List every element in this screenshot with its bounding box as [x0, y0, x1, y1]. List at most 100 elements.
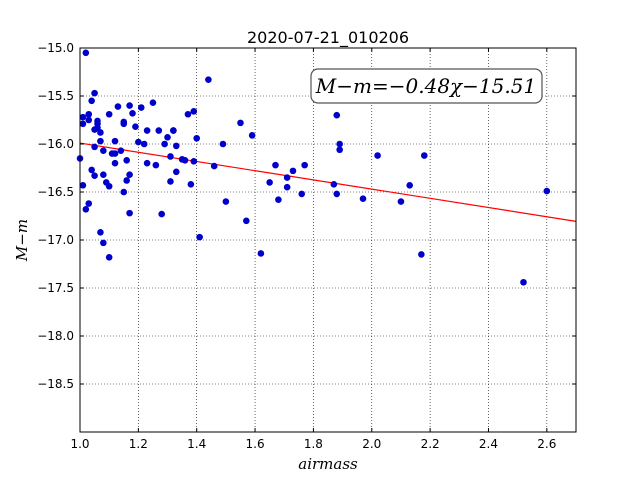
data-point — [97, 129, 104, 136]
data-point — [100, 171, 107, 179]
data-point — [120, 188, 128, 196]
data-point — [120, 118, 128, 126]
chart-title: 2020-07-21_010206 — [247, 28, 409, 48]
x-tick-label: 1.0 — [70, 437, 89, 451]
data-point — [248, 132, 256, 139]
data-point — [161, 140, 168, 148]
data-point — [85, 116, 93, 124]
data-point — [135, 138, 142, 146]
data-point — [210, 162, 218, 170]
data-point — [97, 137, 104, 145]
data-point — [298, 190, 306, 198]
y-tick-label: −16.5 — [37, 185, 74, 199]
data-point — [275, 196, 282, 203]
x-tick-label: 1.4 — [187, 437, 206, 451]
fit-line — [79, 142, 577, 222]
data-point — [117, 147, 125, 155]
data-point — [359, 195, 367, 203]
data-point — [237, 119, 244, 127]
data-point — [193, 134, 201, 142]
data-point — [88, 97, 95, 105]
data-point — [79, 120, 87, 128]
annotation-frame — [310, 68, 543, 104]
y-tick-label: −18.0 — [37, 329, 74, 343]
data-point — [187, 181, 195, 188]
data-point — [219, 140, 227, 148]
data-point — [158, 210, 165, 218]
data-point — [333, 111, 341, 119]
x-tick-label: 2.2 — [421, 437, 440, 451]
data-point — [79, 113, 87, 121]
x-tick-label: 2.4 — [479, 437, 498, 451]
x-tick-label: 1.2 — [129, 437, 148, 451]
data-point — [129, 109, 136, 117]
data-point — [406, 181, 413, 189]
data-point — [111, 150, 119, 157]
data-point — [114, 103, 122, 110]
data-point — [140, 140, 148, 148]
data-point — [111, 137, 119, 145]
data-point — [85, 110, 93, 118]
y-tick-label: −16.0 — [37, 137, 74, 151]
fit-annotation-box: M−m=−0.48χ−15.51 — [310, 68, 543, 104]
data-point — [184, 110, 192, 118]
data-point — [520, 278, 527, 286]
y-axis-label: M−m — [13, 219, 31, 262]
data-point — [330, 181, 338, 188]
data-point — [137, 104, 145, 111]
y-tick-label: −17.0 — [37, 233, 74, 247]
data-point — [85, 200, 93, 207]
axis-ticks: 1.0 1.2 1.4 1.6 1.8 2.0 2.2 2.4 2.6 −15.0 −15.5 −16… — [37, 41, 576, 451]
data-point — [418, 251, 425, 258]
data-point — [105, 253, 113, 261]
data-point — [82, 49, 90, 57]
data-point — [374, 152, 381, 159]
data-point — [123, 157, 130, 164]
data-point — [181, 157, 189, 164]
data-point — [126, 209, 133, 217]
data-point — [190, 108, 198, 115]
data-point — [190, 157, 198, 165]
data-point — [283, 174, 291, 181]
data-point — [123, 177, 130, 184]
data-point — [172, 168, 180, 176]
data-point — [100, 147, 107, 155]
x-tick-label: 2.6 — [537, 437, 556, 451]
data-point — [105, 182, 113, 190]
fit-line-layer — [79, 142, 577, 222]
y-tick-label: −15.0 — [37, 41, 74, 55]
data-point — [205, 76, 212, 83]
data-point — [272, 161, 279, 169]
y-tick-label: −18.5 — [37, 377, 74, 391]
data-point — [152, 161, 160, 169]
data-point — [126, 171, 133, 179]
data-point — [397, 198, 405, 205]
data-point — [143, 127, 151, 134]
data-point — [266, 179, 273, 186]
y-tick-label: −17.5 — [37, 281, 74, 295]
data-point — [196, 233, 203, 241]
data-point — [91, 172, 98, 179]
data-point — [94, 124, 101, 131]
data-point — [420, 152, 428, 159]
data-point — [222, 198, 230, 205]
data-point — [172, 142, 180, 150]
data-point — [126, 102, 133, 109]
x-tick-label: 1.6 — [246, 437, 265, 451]
data-point — [164, 133, 171, 141]
data-point — [105, 110, 113, 118]
data-point — [82, 205, 90, 213]
data-point — [167, 178, 174, 185]
data-point — [167, 153, 174, 160]
data-point — [97, 229, 104, 236]
x-tick-label: 1.8 — [304, 437, 323, 451]
data-points — [76, 49, 551, 286]
data-point — [91, 143, 98, 151]
data-point — [111, 159, 119, 167]
x-axis-label: airmass — [298, 455, 358, 473]
data-point — [543, 187, 551, 195]
data-point — [132, 123, 139, 131]
data-point — [94, 117, 101, 125]
